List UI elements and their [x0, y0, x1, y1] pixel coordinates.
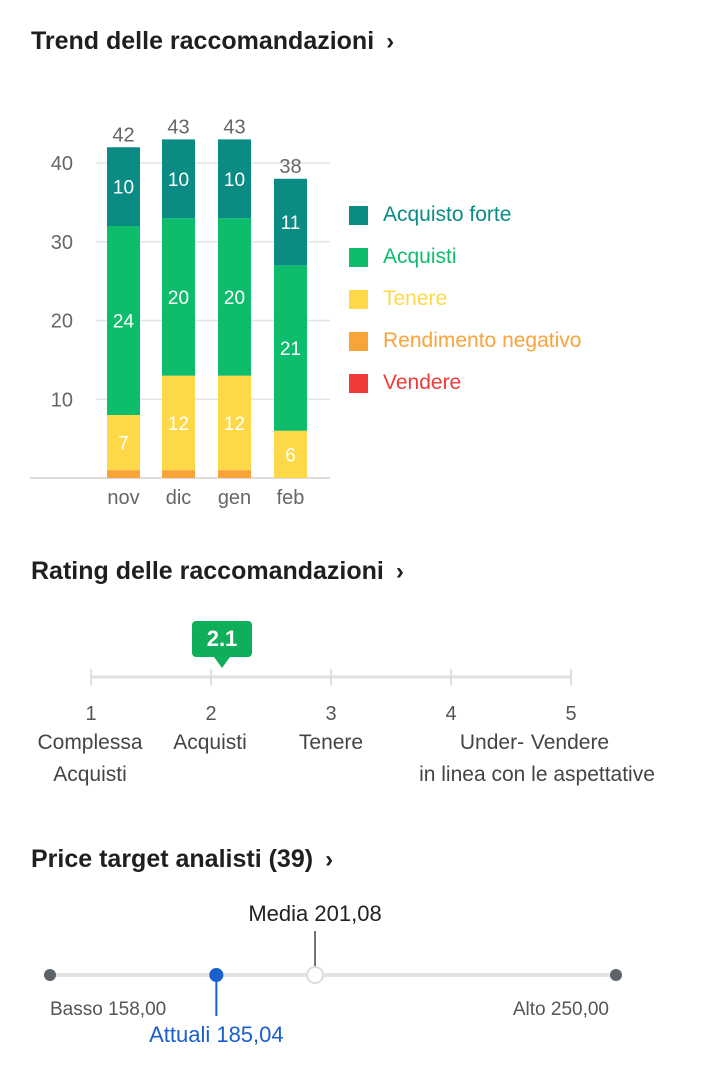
segment-value-label: 6 [285, 445, 296, 466]
rating-tick-label: Complessa Acquisti [37, 731, 143, 786]
bar-total-label: 42 [112, 124, 134, 146]
y-tick-label: 20 [51, 311, 73, 333]
y-tick-label: 40 [51, 153, 73, 175]
legend-item: Tenere [349, 287, 447, 311]
bar-total-label: 38 [279, 156, 301, 178]
y-tick-label: 30 [51, 232, 73, 254]
legend-label: Tenere [383, 287, 448, 310]
bar-segment-tenere [107, 415, 140, 471]
legend-swatch [349, 247, 368, 267]
segment-value-label: 20 [168, 288, 189, 309]
segment-value-label: 7 [118, 434, 129, 455]
high-marker [610, 969, 622, 981]
segment-value-label: 10 [168, 170, 189, 191]
rating-tick-label: Under-in linea con le aspettative [419, 731, 655, 786]
bar-segment-tenere [274, 430, 307, 478]
rating-value-badge: 2.1 [192, 621, 252, 668]
segment-value-label: 24 [113, 312, 135, 333]
legend-label: Acquisti [383, 245, 457, 268]
bar-segment-tenere [162, 375, 195, 471]
rating-header-link[interactable]: Rating delle raccomandazioni › [31, 557, 404, 586]
segment-value-label: 12 [224, 414, 245, 435]
legend-swatch [349, 205, 368, 225]
rating-tick-number: 4 [445, 703, 456, 725]
x-tick-label: nov [107, 487, 139, 509]
bar-segment-acquisto-forte [274, 178, 307, 266]
average-label: Media 201,08 [248, 901, 381, 926]
rating-tick-label: Tenere [298, 731, 364, 754]
low-label: Basso 158,00 [50, 999, 166, 1020]
segment-value-label: 20 [224, 288, 245, 309]
trend-title: Trend delle raccomandazioni [31, 27, 375, 55]
bar-segment-tenere [218, 375, 251, 471]
low-marker [44, 969, 56, 981]
chevron-right-icon: › [325, 845, 334, 873]
bar-segment-rendimento-negativo [218, 470, 251, 478]
y-tick-label: 10 [51, 389, 73, 411]
legend-swatch [349, 373, 368, 393]
current-marker [209, 968, 224, 982]
rating-tick-number: 2 [205, 703, 216, 725]
price-target-title: Price target analisti (39) [31, 845, 314, 873]
price-target-header-link[interactable]: Price target analisti (39) › [31, 845, 333, 874]
chevron-right-icon: › [395, 557, 404, 585]
average-marker [306, 966, 325, 984]
bar-total-label: 43 [167, 116, 189, 138]
chevron-right-icon: › [386, 27, 395, 55]
bar-segment-acquisto-forte [218, 139, 251, 219]
segment-value-label: 12 [168, 414, 189, 435]
rating-tick-number: 5 [565, 703, 576, 725]
bar-segment-acquisto-forte [162, 139, 195, 219]
segment-value-label: 11 [281, 213, 301, 234]
legend-label: Acquisto forte [383, 203, 512, 226]
rating-tick-number: 1 [85, 703, 96, 725]
x-tick-label: feb [277, 487, 305, 509]
legend-item: Vendere [349, 371, 461, 395]
segment-value-label: 21 [280, 339, 301, 360]
high-label: Alto 250,00 [513, 999, 609, 1020]
x-tick-label: dic [166, 487, 192, 509]
bar-segment-acquisti [274, 265, 307, 431]
rating-tick-label: Vendere [530, 731, 610, 754]
legend-label: Vendere [383, 371, 462, 394]
bar-total-label: 43 [223, 116, 245, 138]
legend-swatch [349, 331, 368, 351]
x-tick-label: gen [218, 487, 251, 509]
rating-title: Rating delle raccomandazioni [31, 557, 384, 585]
legend-item: Acquisto forte [349, 203, 511, 227]
rating-tick-label: Acquisti [173, 731, 247, 754]
bar-segment-rendimento-negativo [162, 470, 195, 478]
segment-value-label: 10 [224, 170, 245, 191]
rating-tick-number: 3 [325, 703, 336, 725]
trend-header-link[interactable]: Trend delle raccomandazioni › [31, 27, 394, 56]
bar-segment-acquisto-forte [107, 147, 140, 226]
bar-segment-acquisti [107, 226, 140, 415]
bar-segment-acquisti [218, 218, 251, 376]
legend-item: Acquisti [349, 245, 457, 269]
legend-swatch [349, 289, 368, 309]
legend-item: Rendimento negativo [349, 329, 581, 353]
segment-value-label: 10 [113, 178, 134, 199]
bar-segment-acquisti [162, 218, 195, 376]
legend-label: Rendimento negativo [383, 329, 582, 352]
current-label: Attuali 185,04 [149, 1022, 284, 1047]
bar-segment-rendimento-negativo [107, 470, 140, 478]
